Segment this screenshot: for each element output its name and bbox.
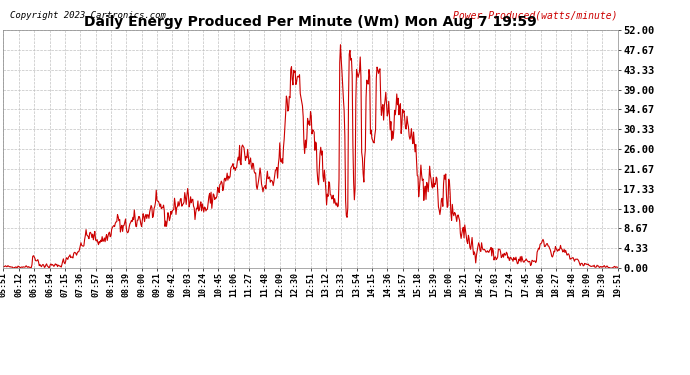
Title: Daily Energy Produced Per Minute (Wm) Mon Aug 7 19:59: Daily Energy Produced Per Minute (Wm) Mo… [84,15,537,29]
Text: Power Produced(watts/minute): Power Produced(watts/minute) [453,11,618,21]
Text: Copyright 2023 Cartronics.com: Copyright 2023 Cartronics.com [10,11,166,20]
